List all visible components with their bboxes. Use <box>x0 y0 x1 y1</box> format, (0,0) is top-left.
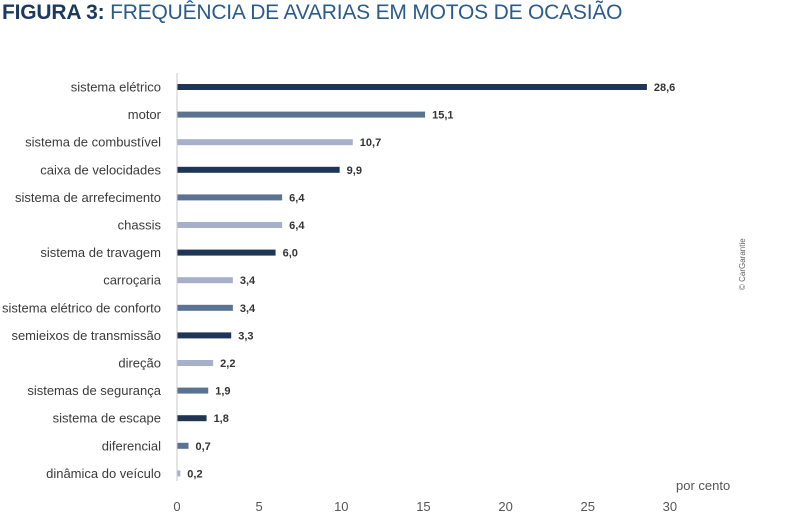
bar <box>177 360 214 366</box>
value-label: 1,9 <box>215 386 230 398</box>
value-label: 1,8 <box>214 413 229 425</box>
bar <box>177 470 181 477</box>
value-label: 2,2 <box>220 358 235 370</box>
bar <box>177 166 340 173</box>
category-label: dinâmica do veículo <box>46 466 161 481</box>
bar <box>177 277 233 284</box>
x-axis-unit-label: por cento <box>676 478 730 493</box>
bar <box>177 442 189 449</box>
value-label: 0,7 <box>196 441 211 453</box>
x-tick-label: 5 <box>256 499 263 514</box>
x-tick-label: 20 <box>498 499 512 514</box>
value-label: 6,4 <box>289 192 305 204</box>
category-label: chassis <box>118 218 162 233</box>
bar <box>177 222 283 228</box>
value-label: 3,4 <box>240 303 256 315</box>
category-label: direção <box>118 356 161 371</box>
bar <box>177 84 647 90</box>
value-label: 3,3 <box>238 330 253 342</box>
category-label: sistemas de segurança <box>27 383 161 398</box>
category-label: sistema elétrico de conforto <box>2 300 161 315</box>
value-label: 9,9 <box>347 165 362 177</box>
category-label: carroçaria <box>103 273 162 288</box>
bar <box>177 304 233 311</box>
category-label: sistema de combustível <box>25 135 161 150</box>
bar <box>177 111 426 118</box>
credit-label: © CarGarantie <box>738 238 747 290</box>
bar <box>177 249 276 256</box>
bar <box>177 387 209 394</box>
value-label: 3,4 <box>240 275 256 287</box>
bars-layer: sistema elétrico 28,6 motor 15,1 sistema de … <box>2 80 675 481</box>
category-label: sistema de travagem <box>40 245 161 260</box>
x-tick-label: 0 <box>173 499 180 514</box>
x-tick-label: 10 <box>334 499 348 514</box>
category-label: diferencial <box>102 438 161 453</box>
value-label: 6,0 <box>283 248 298 260</box>
chart-title: FIGURA 3: FREQUÊNCIA DE AVARIAS EM MOTOS… <box>2 1 623 25</box>
bar <box>177 415 207 422</box>
chart-title-lead: FIGURA 3: <box>2 1 105 24</box>
x-tick-label: 15 <box>416 499 430 514</box>
x-axis: 0 5 10 15 20 25 30 <box>173 499 677 514</box>
category-label: semieixos de transmissão <box>11 328 161 343</box>
category-label: sistema de arrefecimento <box>15 190 161 205</box>
category-label: caixa de velocidades <box>40 162 161 177</box>
category-label: motor <box>128 107 162 122</box>
bar <box>177 194 283 201</box>
value-label: 10,7 <box>360 137 381 149</box>
category-label: sistema elétrico <box>71 80 161 95</box>
bar <box>177 139 353 146</box>
chart-title-text: FREQUÊNCIA DE AVARIAS EM MOTOS DE OCASIÃ… <box>110 1 623 24</box>
x-tick-label: 25 <box>581 499 595 514</box>
value-label: 28,6 <box>654 82 675 94</box>
value-label: 15,1 <box>432 110 453 122</box>
bar <box>177 332 232 339</box>
value-label: 6,4 <box>289 220 305 232</box>
category-label: sistema de escape <box>53 411 161 426</box>
value-label: 0,2 <box>187 468 202 480</box>
x-tick-label: 30 <box>663 499 677 514</box>
